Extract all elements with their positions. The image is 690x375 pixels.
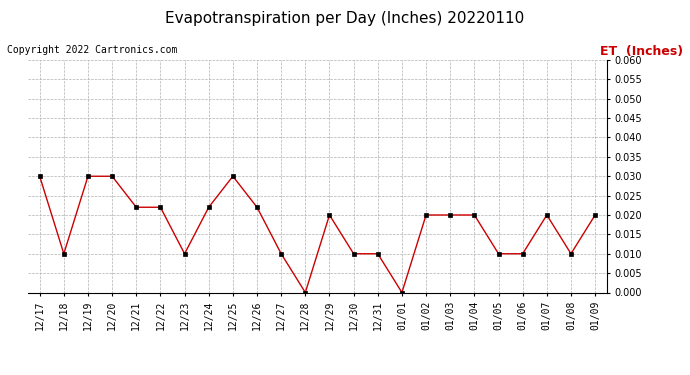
Text: ET  (Inches): ET (Inches) xyxy=(600,45,683,58)
Text: Copyright 2022 Cartronics.com: Copyright 2022 Cartronics.com xyxy=(7,45,177,55)
Text: Evapotranspiration per Day (Inches) 20220110: Evapotranspiration per Day (Inches) 2022… xyxy=(166,11,524,26)
